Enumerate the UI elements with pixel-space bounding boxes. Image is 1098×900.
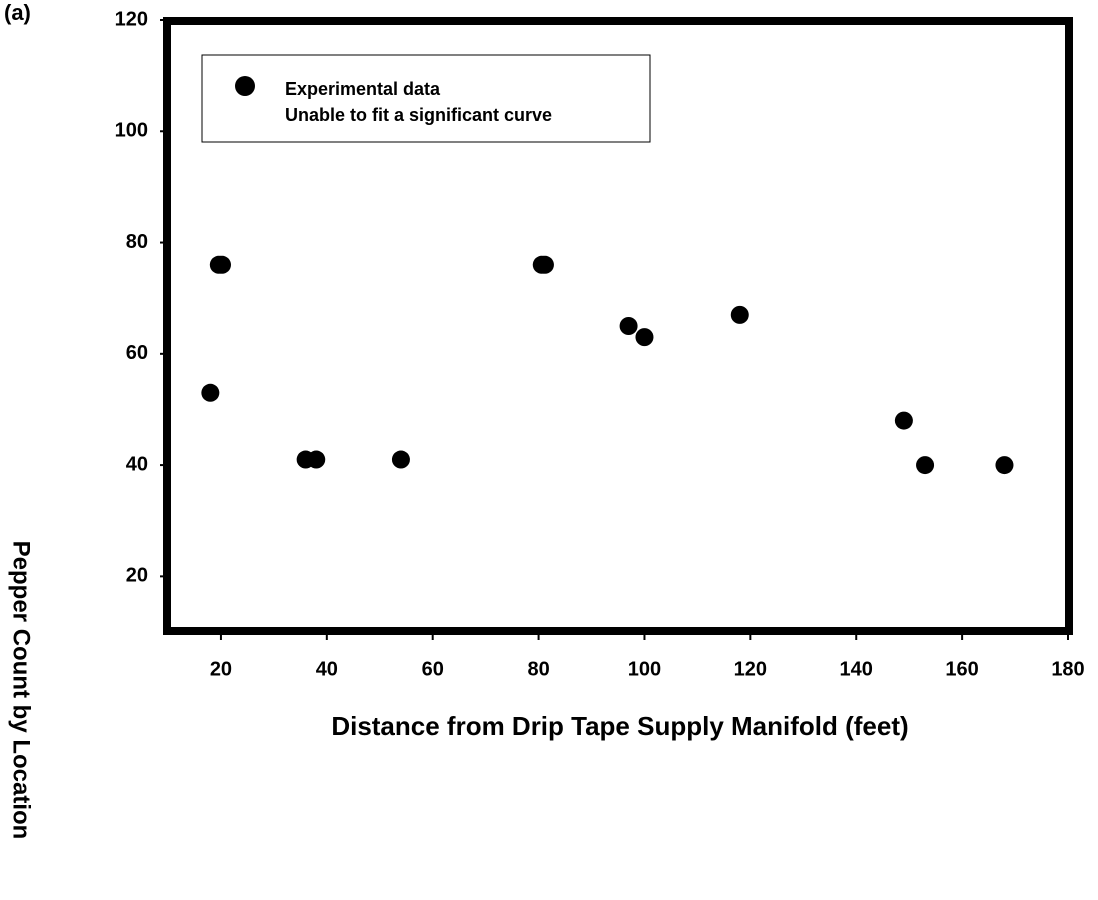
point [916, 456, 935, 475]
legend-box [201, 54, 651, 143]
point [619, 317, 638, 335]
plot-frame [163, 17, 1073, 635]
y-tick-label: 120 [115, 8, 148, 30]
point [995, 456, 1014, 475]
point [307, 450, 326, 469]
x-tick-label: 120 [734, 658, 767, 680]
point [391, 450, 410, 469]
x-tick-label: 80 [527, 658, 549, 680]
y-tick-label: 100 [115, 120, 148, 142]
x-tick-label: 20 [210, 658, 232, 680]
y-axis-label: Pepper Count by Location [8, 541, 35, 840]
y-tick-label: 80 [126, 231, 148, 253]
legend-label: Experimental data [285, 79, 441, 99]
point [201, 383, 220, 402]
point [635, 328, 654, 347]
legend-marker [235, 76, 255, 96]
panel-label: (a) [4, 0, 31, 25]
x-axis-label: Distance from Drip Tape Supply Manifold … [331, 711, 908, 741]
point [213, 255, 231, 274]
x-tick-label: 60 [422, 658, 444, 680]
x-tick-label: 180 [1051, 658, 1084, 680]
x-tick-label: 140 [840, 658, 873, 680]
x-tick-label: 100 [628, 658, 661, 680]
y-tick-label: 60 [126, 342, 148, 364]
legend-note: Unable to fit a significant curve [285, 105, 552, 125]
point [535, 255, 554, 274]
x-tick-label: 40 [316, 658, 338, 680]
point [894, 411, 913, 430]
x-tick-label: 160 [945, 658, 978, 680]
y-tick-label: 20 [126, 565, 148, 587]
point [730, 305, 749, 324]
y-tick-label: 40 [126, 453, 148, 475]
